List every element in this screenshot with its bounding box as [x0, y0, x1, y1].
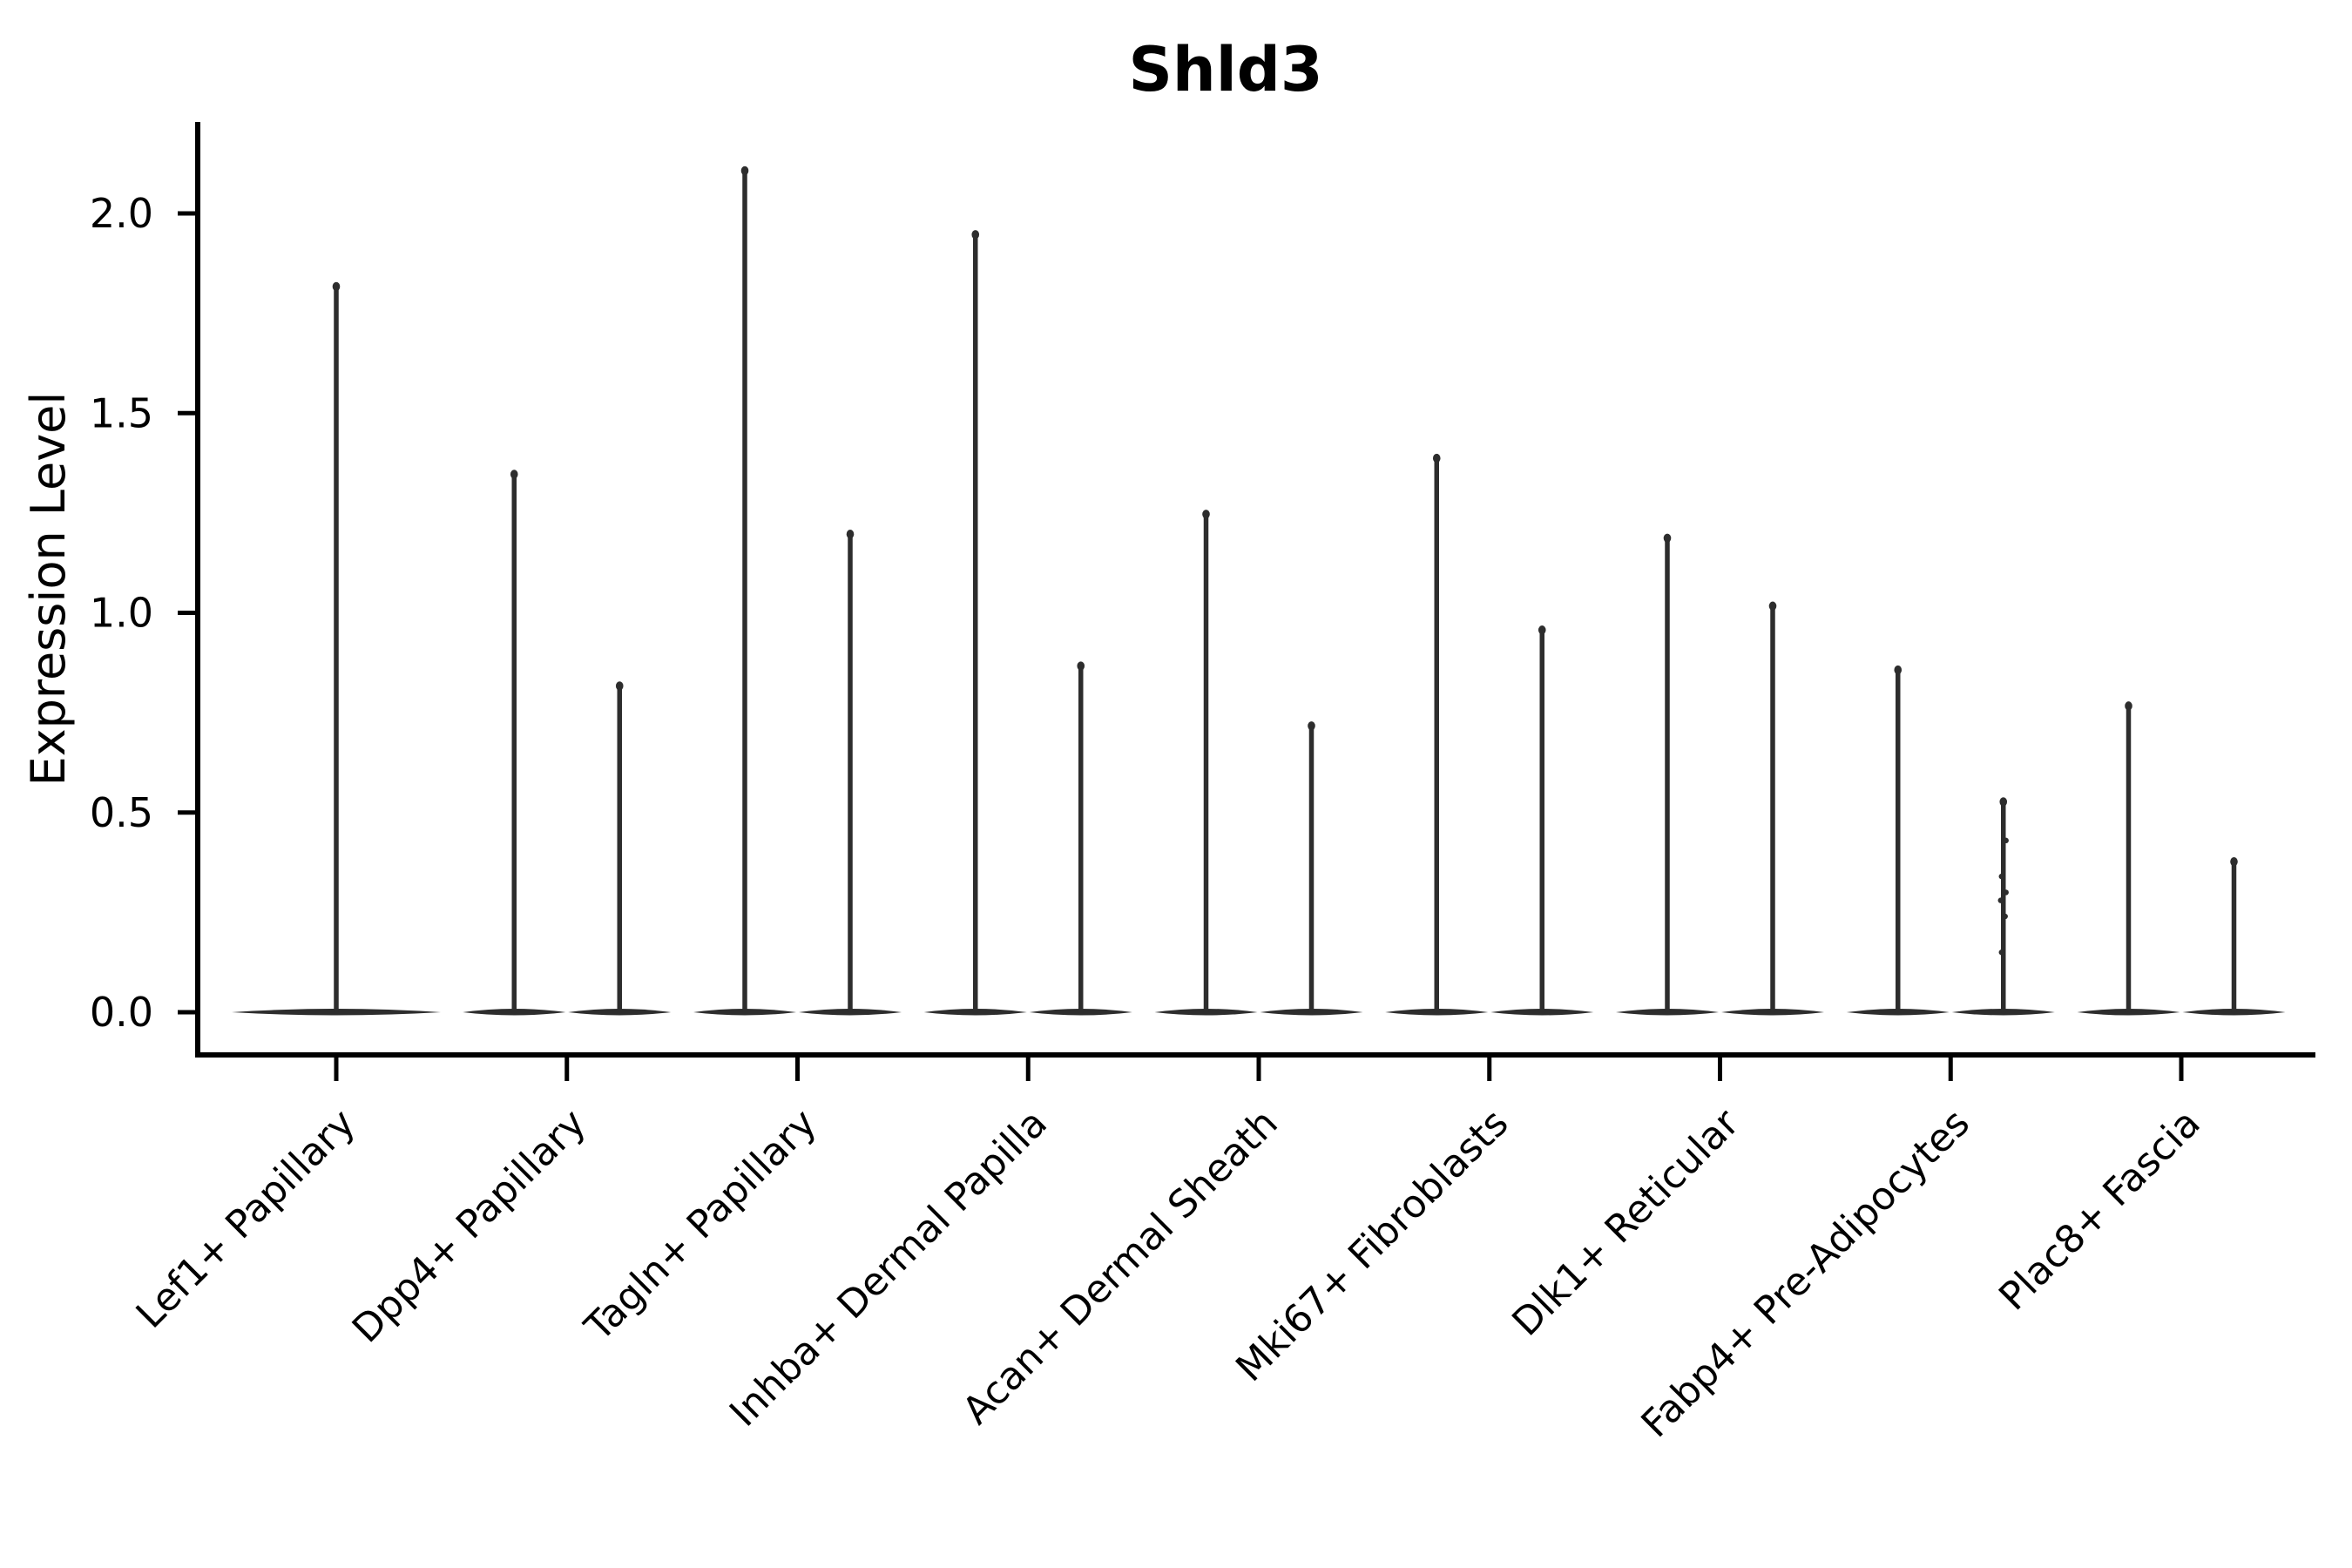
- violin-spike-cap: [1663, 533, 1672, 543]
- violin: [799, 530, 902, 1016]
- violin: [2182, 856, 2286, 1016]
- violin-spike-cap: [971, 230, 980, 240]
- violin-spike-cap: [1202, 510, 1210, 519]
- violin-spike-cap: [1538, 625, 1546, 635]
- violin: [232, 281, 441, 1016]
- violin: [1616, 533, 1719, 1016]
- violin-spike-cap: [615, 681, 624, 691]
- violin: [463, 470, 566, 1016]
- violin-spike-cap: [846, 530, 855, 539]
- violin-spike-cap: [740, 166, 749, 176]
- expression-point: [1998, 950, 2004, 956]
- violin-spike-cap: [1308, 721, 1315, 731]
- x-tick-label: Tagln+ Papillary: [576, 1101, 825, 1350]
- x-tick-label: Dlk1+ Reticular: [1504, 1100, 1748, 1345]
- violin-spike-cap: [332, 281, 341, 292]
- expression-point: [2003, 837, 2009, 844]
- chart-title: Shld3: [1128, 34, 1322, 105]
- violin-spike-cap: [1432, 453, 1441, 463]
- violin: [1029, 661, 1132, 1016]
- violin-spike-cap: [2125, 701, 2132, 711]
- violin: [1154, 510, 1258, 1016]
- y-tick-label: 0.5: [90, 789, 153, 836]
- violin-spike-cap: [1768, 601, 1777, 611]
- violin: [1846, 665, 1950, 1016]
- x-tick-label: Dpp4+ Papillary: [344, 1101, 595, 1352]
- violin: [568, 681, 672, 1016]
- violin: [1385, 453, 1489, 1016]
- violins: [232, 166, 2286, 1016]
- violin: [1490, 625, 1594, 1016]
- violin: [2077, 701, 2180, 1016]
- violin: [1951, 797, 2055, 1016]
- x-tick-label: Plac8+ Fascia: [1990, 1101, 2209, 1320]
- expression-point: [1998, 873, 2004, 880]
- violin-spike-cap: [2230, 856, 2238, 867]
- axes: 0.0 0.5 1.0 1.5 2.0: [90, 122, 2315, 1081]
- violin-spike-cap: [1999, 797, 2008, 807]
- expression-point: [2003, 889, 2009, 896]
- expression-point: [2002, 913, 2008, 920]
- violin: [693, 166, 796, 1016]
- x-tick-label: Lef1+ Papillary: [128, 1101, 364, 1337]
- violin-spike-cap: [510, 470, 518, 479]
- violin-spike-cap: [1894, 665, 1903, 675]
- violin: [1260, 721, 1363, 1016]
- y-tick-label: 2.0: [90, 190, 153, 237]
- y-tick-label: 1.0: [90, 590, 153, 637]
- violin: [1721, 601, 1824, 1016]
- violin: [923, 230, 1027, 1016]
- y-axis-label: Expression Level: [21, 392, 76, 787]
- y-tick-label: 1.5: [90, 389, 153, 436]
- violin-spike-cap: [1077, 661, 1085, 671]
- expression-point: [1997, 897, 2004, 903]
- y-tick-label: 0.0: [90, 989, 153, 1036]
